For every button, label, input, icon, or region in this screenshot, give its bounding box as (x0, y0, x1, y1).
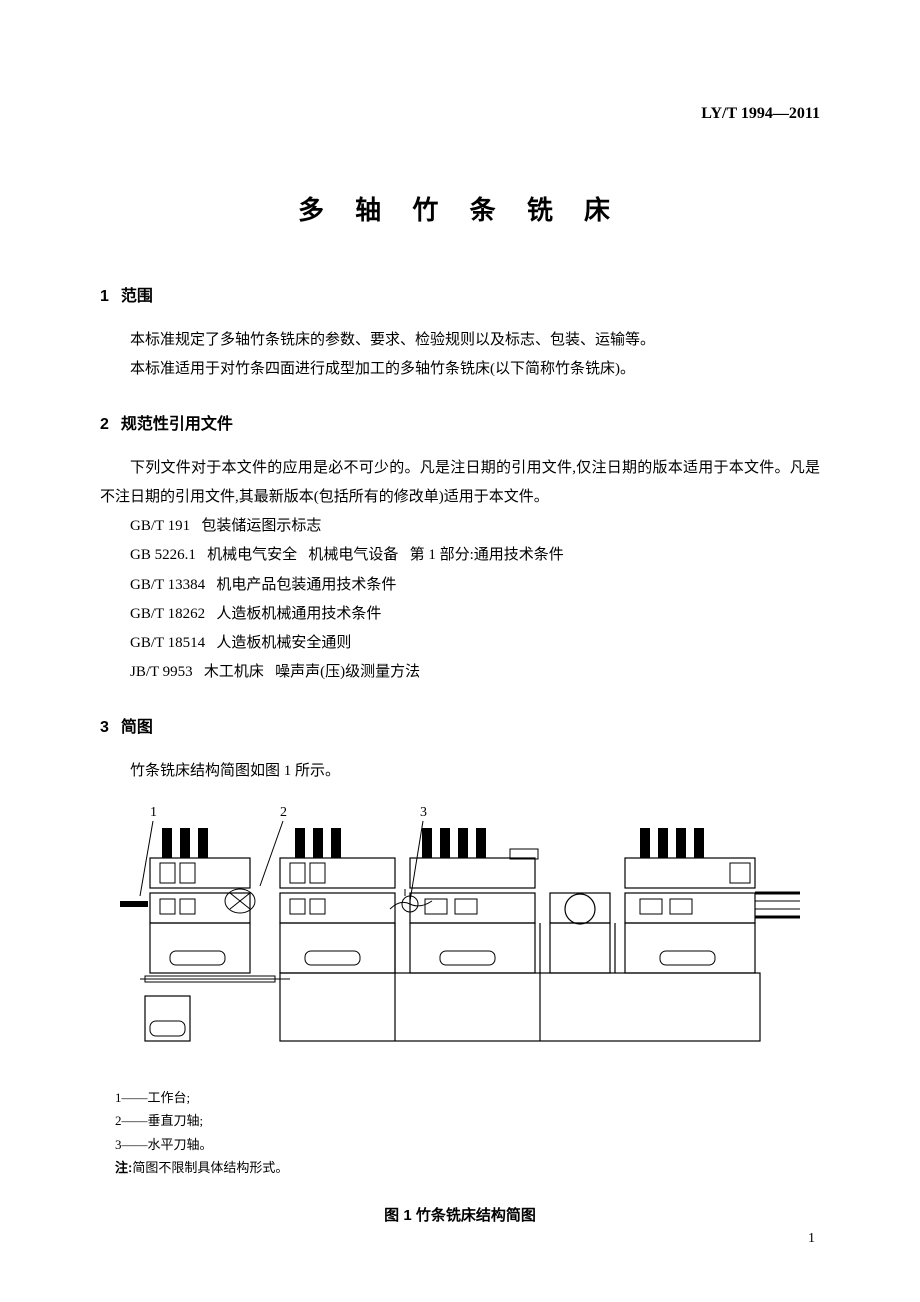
figure-label-3: 3 (420, 805, 427, 820)
figure-legend: 1——工作台; 2——垂直刀轴; 3——水平刀轴。 (115, 1086, 820, 1156)
legend-item: 3——水平刀轴。 (115, 1133, 820, 1156)
section-2-number: 2 (100, 416, 109, 434)
standard-code: LY/T 1994—2011 (701, 105, 820, 123)
figure-label-2: 2 (280, 805, 287, 820)
ref-item: JB/T 9953 木工机床 噪声声(压)级测量方法 (130, 658, 820, 687)
machine-diagram-icon: 1 2 3 (120, 801, 800, 1076)
figure-caption: 图 1 竹条铣床结构简图 (100, 1204, 820, 1225)
section-2-intro: 下列文件对于本文件的应用是必不可少的。凡是注日期的引用文件,仅注日期的版本适用于… (100, 454, 820, 513)
section-2-title: 规范性引用文件 (121, 416, 233, 433)
section-1-number: 1 (100, 288, 109, 306)
ref-item: GB/T 13384 机电产品包装通用技术条件 (130, 571, 820, 600)
section-1-heading: 1 范围 (100, 282, 820, 306)
legend-item: 1——工作台; (115, 1086, 820, 1109)
ref-item: GB 5226.1 机械电气安全 机械电气设备 第 1 部分:通用技术条件 (130, 541, 820, 570)
reference-list: GB/T 191 包装储运图示标志 GB 5226.1 机械电气安全 机械电气设… (130, 512, 820, 688)
ref-item: GB/T 18514 人造板机械安全通则 (130, 629, 820, 658)
document-title: 多 轴 竹 条 铣 床 (100, 190, 820, 227)
figure-label-1: 1 (150, 805, 157, 820)
section-1-para-2: 本标准适用于对竹条四面进行成型加工的多轴竹条铣床(以下简称竹条铣床)。 (100, 355, 820, 384)
section-2-heading: 2 规范性引用文件 (100, 410, 820, 434)
section-3-number: 3 (100, 719, 109, 737)
ref-item: GB/T 18262 人造板机械通用技术条件 (130, 600, 820, 629)
section-3-heading: 3 简图 (100, 713, 820, 737)
page-number: 1 (808, 1231, 815, 1247)
figure-note-label: 注: (115, 1160, 132, 1175)
section-1-title: 范围 (121, 288, 153, 305)
ref-item: GB/T 191 包装储运图示标志 (130, 512, 820, 541)
figure-note: 注:简图不限制具体结构形式。 (115, 1156, 820, 1179)
section-3-title: 简图 (121, 719, 153, 736)
section-3-intro: 竹条铣床结构简图如图 1 所示。 (100, 757, 820, 786)
figure-1: 1 2 3 (100, 801, 820, 1226)
section-1-para-1: 本标准规定了多轴竹条铣床的参数、要求、检验规则以及标志、包装、运输等。 (100, 326, 820, 355)
figure-note-text: 简图不限制具体结构形式。 (132, 1160, 288, 1175)
legend-item: 2——垂直刀轴; (115, 1109, 820, 1132)
